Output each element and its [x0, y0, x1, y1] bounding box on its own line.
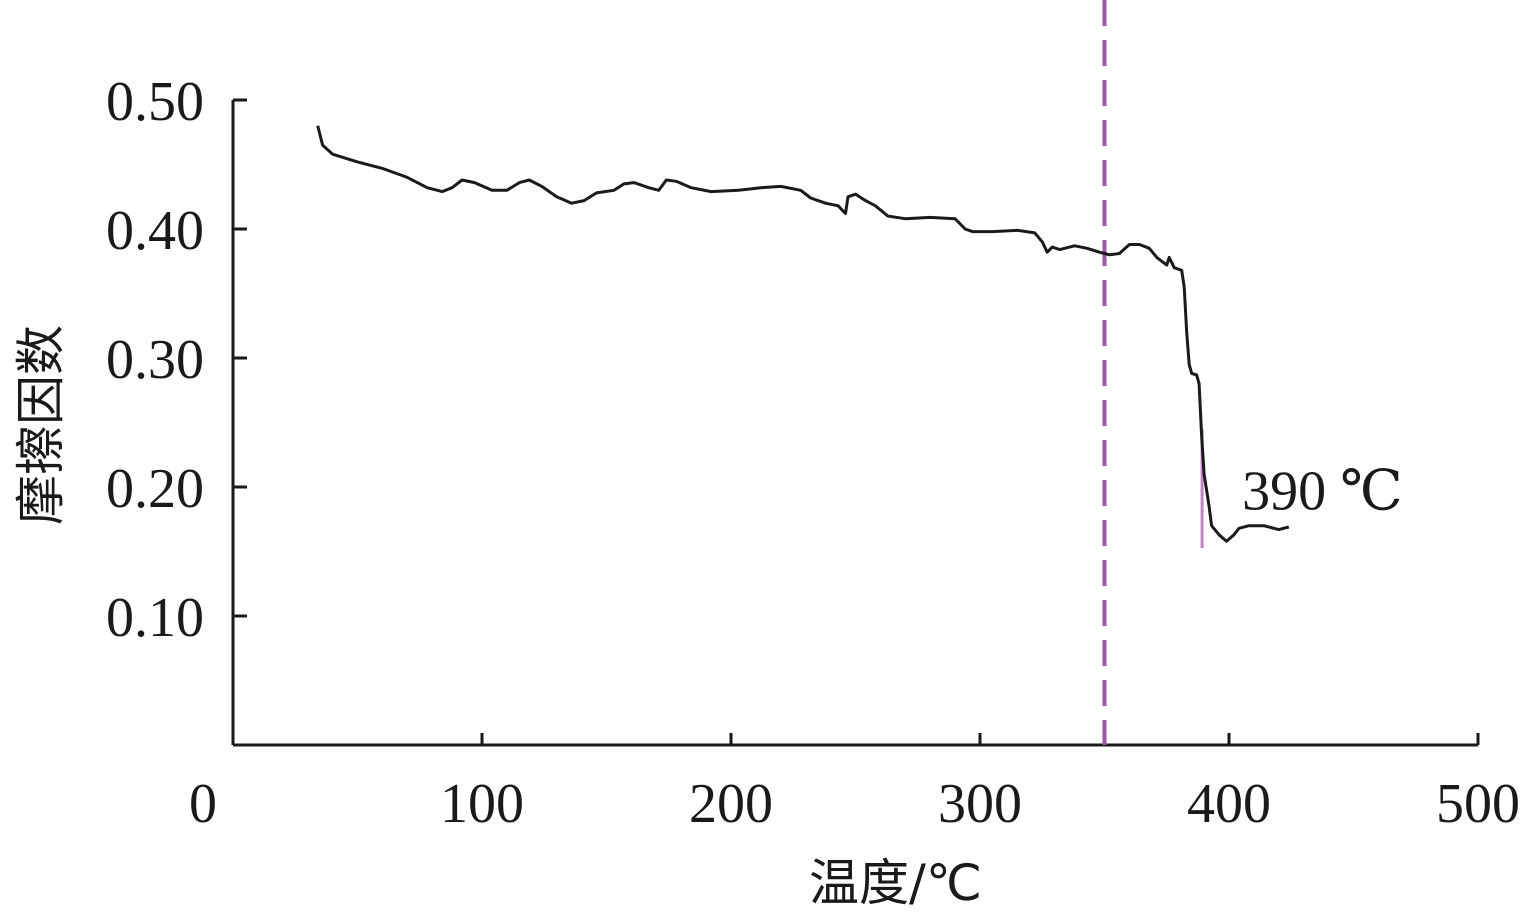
x-tick-label: 500 — [1436, 773, 1520, 835]
y-tick-label: 0.30 — [106, 329, 204, 391]
x-tick-label: 400 — [1187, 773, 1271, 835]
series-group — [316, 125, 1290, 543]
x-axis-title: 温度/℃ — [809, 854, 982, 912]
friction-curve — [316, 125, 1290, 543]
x-tick-labels: 0 100 200 300 400 500 — [189, 773, 1520, 835]
axes — [231, 98, 1480, 747]
y-tick-label: 0.10 — [106, 587, 204, 649]
y-tick-label: 0.20 — [106, 458, 204, 520]
x-tick-label: 200 — [689, 773, 773, 835]
reference-line-group — [1102, 0, 1204, 745]
y-tick-labels: 0.10 0.20 0.30 0.40 0.50 — [106, 71, 204, 649]
y-axis-title: 摩擦因数 — [12, 325, 70, 525]
y-tick-label: 0.50 — [106, 71, 204, 133]
x-tick-label: 100 — [440, 773, 524, 835]
y-tick-label: 0.40 — [106, 200, 204, 262]
annotation-390c: 390 ℃ — [1242, 461, 1403, 523]
x-tick-label: 0 — [189, 773, 217, 835]
x-tick-label: 300 — [938, 773, 1022, 835]
